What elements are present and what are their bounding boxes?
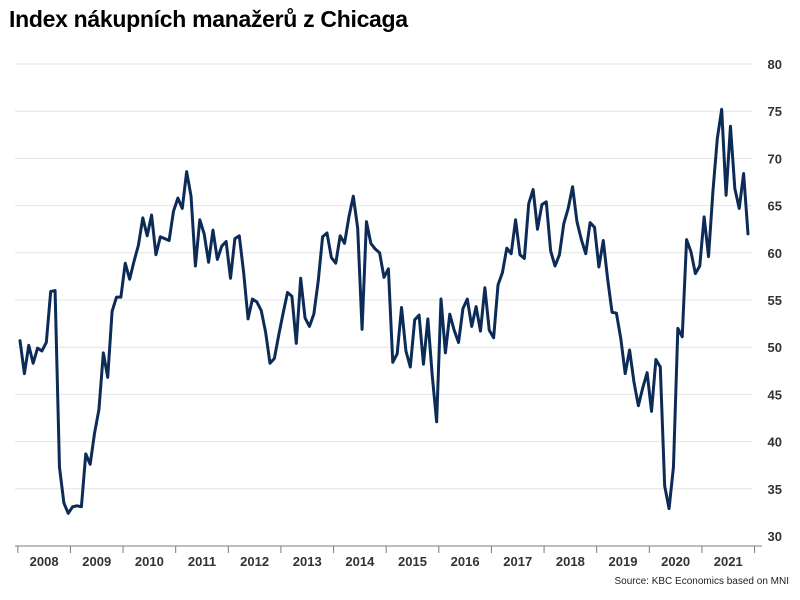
x-tick-label: 2017 [503,554,532,569]
y-tick-label: 50 [768,340,782,355]
x-tick-label: 2011 [188,554,216,569]
x-tick-label: 2012 [240,554,269,569]
y-tick-label: 45 [768,387,782,402]
x-tick-label: 2020 [661,554,690,569]
plot-area [18,107,750,515]
y-tick-label: 30 [768,529,782,544]
x-tick-label: 2021 [714,554,743,569]
x-tick-label: 2014 [345,554,375,569]
y-tick-label: 75 [768,104,782,119]
y-tick-label: 70 [768,151,782,166]
source-note: Source: KBC Economics based on MNI [614,576,789,587]
gridlines [15,63,752,490]
x-tick-label: 2018 [556,554,585,569]
x-tick-label: 2019 [609,554,638,569]
x-tick-label: 2013 [293,554,322,569]
x-tick-label: 2010 [135,554,164,569]
y-tick-label: 65 [768,199,782,214]
y-tick-label: 80 [768,57,782,72]
y-tick-label: 60 [768,246,782,261]
x-tick-label: 2008 [30,554,59,569]
x-axis: 2008 2009 2010 2011 2012 2013 2014 2015 2016 2017… [15,545,762,569]
y-axis: 30 35 40 45 50 55 60 65 70 75 80 [768,57,782,544]
chart-title: Index nákupních manažerů z Chicaga [9,6,408,32]
y-tick-label: 40 [768,435,782,450]
x-tick-label: 2016 [451,554,480,569]
x-tick-label: 2015 [398,554,427,569]
y-tick-label: 55 [768,293,782,308]
series-line [18,107,750,515]
x-tick-label: 2009 [82,554,111,569]
y-tick-label: 35 [768,482,782,497]
